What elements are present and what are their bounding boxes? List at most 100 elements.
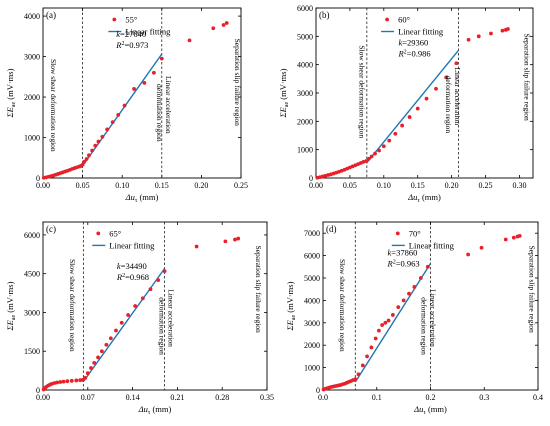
y-tick-label: 2000 bbox=[304, 341, 320, 350]
y-tick-label: 0 bbox=[36, 174, 40, 183]
data-point bbox=[466, 252, 471, 257]
data-point bbox=[61, 379, 66, 384]
data-point bbox=[156, 278, 161, 283]
legend-label-fit: Linear fitting bbox=[398, 27, 444, 37]
y-axis-label: ΣEae (mV·ms) bbox=[5, 68, 17, 118]
y-tick-label: 4000 bbox=[304, 296, 320, 305]
data-point bbox=[140, 296, 145, 301]
panel-label: (a) bbox=[46, 10, 56, 20]
data-point bbox=[74, 378, 79, 383]
data-point bbox=[133, 304, 138, 308]
region-label-slow-shear: Slow shear deformation region bbox=[338, 259, 347, 352]
slope-annotation: k=37860 bbox=[388, 248, 418, 258]
region-label-separation-slip: Separation slip failure region bbox=[233, 39, 242, 127]
data-point bbox=[407, 291, 411, 296]
data-point bbox=[108, 336, 113, 341]
data-point bbox=[353, 377, 358, 382]
panel-d: 0.0 0.1 0.2 0.3 0.4 0 1000 2000 3000 4000 5000 6000… bbox=[285, 221, 543, 416]
slope-annotation: k=27640 bbox=[116, 29, 146, 39]
data-point bbox=[489, 31, 493, 36]
x-tick-label: 0.1 bbox=[372, 393, 382, 402]
y-axis-label: ΣEae (mV·ms) bbox=[285, 281, 297, 331]
data-point bbox=[454, 61, 459, 66]
data-point bbox=[105, 127, 110, 132]
linear-fit-line bbox=[366, 49, 459, 164]
y-tick-label: 5000 bbox=[304, 274, 320, 283]
data-point bbox=[393, 131, 398, 136]
r2-annotation: R2=0.986 bbox=[397, 48, 430, 58]
linear-fit-line bbox=[82, 268, 166, 383]
data-point bbox=[381, 144, 386, 149]
x-tick-label: 0.00 bbox=[309, 181, 323, 190]
r2-annotation: R2=0.963 bbox=[387, 259, 420, 269]
data-point bbox=[83, 375, 88, 380]
y-tick-label: 2000 bbox=[24, 93, 40, 102]
data-point bbox=[386, 318, 391, 323]
x-axis-label: Δuτ (mm) bbox=[138, 404, 172, 416]
x-tick-label: 0.15 bbox=[155, 181, 169, 190]
panel-c: 0.00 0.07 0.14 0.21 0.28 0.35 0 1500 3000 4500 600… bbox=[5, 221, 274, 416]
data-point bbox=[390, 313, 395, 317]
y-tick-label: 2000 bbox=[297, 117, 313, 126]
data-point bbox=[400, 123, 405, 128]
plot-frame bbox=[42, 7, 242, 179]
x-tick-label: 0.28 bbox=[215, 393, 229, 402]
data-point bbox=[380, 323, 385, 327]
x-tick-label: 0.4 bbox=[533, 393, 543, 402]
y-tick-label: 4500 bbox=[24, 270, 40, 279]
y-tick-label: 3000 bbox=[297, 89, 313, 98]
data-point bbox=[99, 349, 104, 354]
y-axis-label: ΣEae (mV·ms) bbox=[5, 281, 17, 331]
data-point bbox=[233, 237, 237, 242]
data-point bbox=[360, 363, 365, 368]
y-tick-label: 0 bbox=[309, 174, 313, 183]
data-point bbox=[151, 70, 156, 75]
y-tick-label: 1000 bbox=[304, 364, 320, 373]
data-point bbox=[104, 342, 109, 347]
data-point bbox=[373, 336, 378, 341]
data-point bbox=[415, 106, 420, 111]
data-point bbox=[369, 345, 374, 350]
data-point bbox=[80, 378, 85, 382]
data-point bbox=[142, 80, 147, 85]
legend-label-data: 60° bbox=[398, 15, 410, 25]
legend-label-fit: Linear fitting bbox=[409, 240, 455, 250]
data-point bbox=[365, 354, 369, 359]
data-point bbox=[383, 320, 388, 325]
legend-marker bbox=[96, 231, 101, 236]
panel-label: (b) bbox=[319, 10, 330, 20]
legend-marker bbox=[112, 17, 117, 22]
data-point bbox=[65, 379, 70, 384]
data-point bbox=[223, 239, 228, 244]
panel-label: (d) bbox=[326, 224, 337, 234]
x-tick-label: 0.15 bbox=[411, 181, 425, 190]
y-tick-label: 4000 bbox=[297, 61, 313, 70]
data-point bbox=[211, 26, 216, 31]
y-tick-label: 6000 bbox=[24, 231, 40, 240]
data-point bbox=[122, 103, 127, 108]
data-point bbox=[418, 276, 423, 280]
data-point bbox=[194, 244, 199, 249]
data-point bbox=[58, 380, 63, 384]
legend-label-fit: Linear fitting bbox=[125, 27, 171, 37]
x-tick-label: 0.20 bbox=[445, 181, 459, 190]
panel-label: (c) bbox=[46, 224, 56, 234]
data-point bbox=[424, 96, 429, 101]
y-tick-label: 6000 bbox=[297, 4, 313, 13]
data-point bbox=[116, 112, 121, 117]
panel-b: 0.00 0.05 0.10 0.15 0.20 0.25 0.30 0 1000 2000 300… bbox=[278, 4, 534, 204]
data-point bbox=[506, 27, 510, 31]
data-point bbox=[85, 371, 90, 376]
x-tick-label: 0.30 bbox=[512, 181, 526, 190]
slope-annotation: k=34490 bbox=[117, 261, 147, 271]
data-point bbox=[434, 86, 438, 91]
x-tick-label: 0.10 bbox=[115, 181, 129, 190]
data-point bbox=[159, 56, 164, 61]
data-point bbox=[517, 233, 522, 238]
y-tick-label: 0 bbox=[36, 386, 40, 395]
data-point bbox=[93, 143, 98, 148]
region-label-linear-acceleration: Linear accelerationdeformation region bbox=[157, 289, 175, 355]
x-tick-label: 0.2 bbox=[426, 393, 436, 402]
legend-label-fit: Linear fitting bbox=[109, 240, 155, 250]
